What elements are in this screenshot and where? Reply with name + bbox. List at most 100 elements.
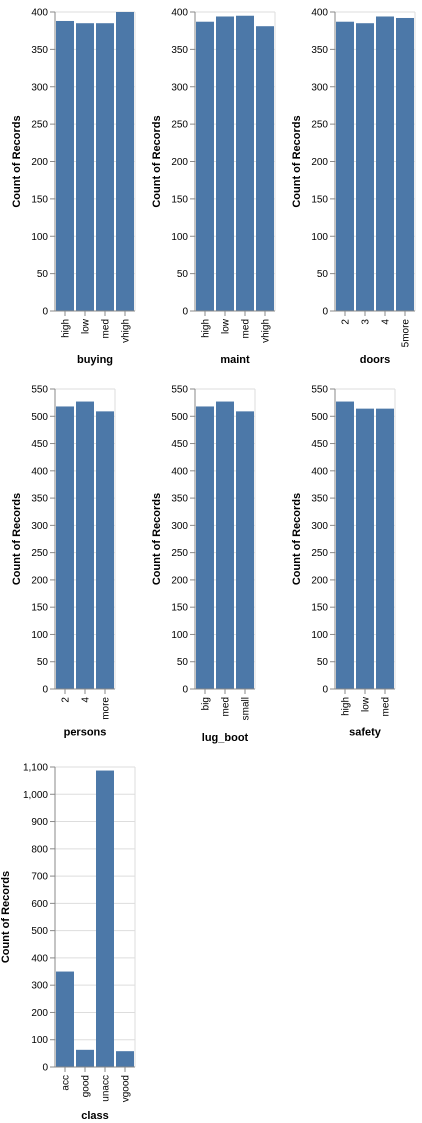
y-tick-label: 400 bbox=[311, 8, 328, 19]
x-tick-label: high bbox=[61, 319, 72, 338]
y-tick-label: 350 bbox=[31, 45, 48, 56]
bar-vhigh bbox=[256, 26, 274, 311]
y-tick-label: 100 bbox=[31, 630, 48, 641]
x-tick-label: 4 bbox=[381, 319, 392, 325]
y-tick-label: 150 bbox=[311, 194, 328, 205]
x-tick-label: 3 bbox=[361, 319, 372, 325]
x-tick-label: high bbox=[201, 319, 212, 338]
y-tick-label: 100 bbox=[31, 1035, 48, 1046]
bar-high bbox=[56, 20, 74, 311]
y-tick-label: 400 bbox=[311, 466, 328, 477]
x-tick-label: low bbox=[361, 696, 372, 712]
x-tick-label: small bbox=[241, 697, 252, 720]
y-tick-label: 300 bbox=[171, 82, 188, 93]
x-tick-label: vhigh bbox=[121, 319, 132, 343]
y-tick-label: 250 bbox=[311, 548, 328, 559]
y-axis-title: Count of Records bbox=[0, 871, 12, 963]
x-tick-label: low bbox=[81, 318, 92, 334]
bar-high bbox=[196, 21, 214, 312]
x-axis-title: persons bbox=[64, 726, 107, 738]
x-tick-label: vgood bbox=[121, 1075, 132, 1102]
bar-2 bbox=[56, 406, 74, 689]
y-axis-title: Count of Records bbox=[151, 115, 163, 207]
chart-persons: 0 50 100 150 200 250 300 350 400 450 500 550 2 4 more p… bbox=[11, 385, 116, 738]
y-tick-label: 400 bbox=[31, 466, 48, 477]
y-tick-label: 300 bbox=[311, 521, 328, 532]
x-tick-label: good bbox=[81, 1075, 92, 1097]
y-tick-label: 100 bbox=[311, 232, 328, 243]
y-tick-label: 50 bbox=[317, 269, 329, 280]
y-tick-label: 50 bbox=[177, 269, 189, 280]
y-tick-label: 50 bbox=[317, 657, 329, 668]
bar-low bbox=[76, 23, 94, 312]
x-tick-label: more bbox=[101, 697, 112, 720]
bar-low bbox=[356, 408, 374, 689]
y-tick-label: 200 bbox=[31, 157, 48, 168]
x-tick-label: vhigh bbox=[261, 319, 272, 343]
bar-4 bbox=[376, 16, 394, 312]
y-tick-label: 450 bbox=[31, 439, 48, 450]
bar-med bbox=[376, 408, 394, 689]
bar-med bbox=[236, 15, 254, 312]
y-tick-label: 200 bbox=[171, 157, 188, 168]
y-tick-label: 0 bbox=[42, 685, 48, 696]
chart-safety: 0 50 100 150 200 250 300 350 400 450 500 550 high low… bbox=[291, 385, 396, 738]
y-tick-label: 300 bbox=[31, 521, 48, 532]
y-tick-label: 200 bbox=[31, 1008, 48, 1019]
y-tick-label: 300 bbox=[171, 521, 188, 532]
x-tick-label: 2 bbox=[341, 319, 352, 325]
x-tick-label: 4 bbox=[81, 697, 92, 703]
y-tick-label: 300 bbox=[311, 82, 328, 93]
bar-unacc bbox=[96, 770, 114, 1067]
bar-more bbox=[96, 411, 114, 689]
chart-class: 0 100 200 300 400 500 600 700 800 900 1,000 1,100 ac… bbox=[0, 763, 136, 1122]
y-tick-label: 300 bbox=[31, 82, 48, 93]
y-tick-label: 200 bbox=[171, 575, 188, 586]
y-tick-label: 100 bbox=[171, 232, 188, 243]
y-tick-label: 300 bbox=[31, 981, 48, 992]
bar-3 bbox=[356, 23, 374, 312]
x-tick-label: med bbox=[221, 697, 232, 716]
chart-lug_boot: 0 50 100 150 200 250 300 350 400 450 500 550 big med s… bbox=[151, 385, 256, 744]
y-axis-title: Count of Records bbox=[11, 493, 23, 585]
y-axis-title: Count of Records bbox=[291, 115, 303, 207]
x-tick-label: big bbox=[201, 697, 212, 710]
y-tick-label: 450 bbox=[171, 439, 188, 450]
bar-5more bbox=[396, 17, 414, 311]
y-tick-label: 0 bbox=[322, 685, 328, 696]
y-tick-label: 50 bbox=[37, 657, 49, 668]
x-axis-title: safety bbox=[349, 726, 382, 738]
y-tick-label: 200 bbox=[311, 157, 328, 168]
y-tick-label: 600 bbox=[31, 899, 48, 910]
bar-good bbox=[76, 1049, 94, 1067]
y-tick-label: 350 bbox=[171, 494, 188, 505]
x-tick-label: med bbox=[241, 319, 252, 338]
y-tick-label: 200 bbox=[311, 575, 328, 586]
y-tick-label: 500 bbox=[311, 412, 328, 423]
y-tick-label: 150 bbox=[171, 603, 188, 614]
x-tick-label: 2 bbox=[61, 697, 72, 703]
bar-high bbox=[336, 401, 354, 689]
y-tick-label: 800 bbox=[31, 844, 48, 855]
y-tick-label: 0 bbox=[322, 307, 328, 318]
y-tick-label: 50 bbox=[37, 269, 49, 280]
y-tick-label: 550 bbox=[31, 385, 48, 396]
x-axis-title: lug_boot bbox=[202, 732, 249, 744]
x-tick-label: high bbox=[341, 697, 352, 716]
y-tick-label: 350 bbox=[311, 45, 328, 56]
y-tick-label: 250 bbox=[31, 548, 48, 559]
x-axis-title: maint bbox=[220, 354, 250, 366]
bar-med bbox=[96, 23, 114, 312]
y-tick-label: 150 bbox=[31, 194, 48, 205]
y-tick-label: 100 bbox=[311, 630, 328, 641]
y-tick-label: 350 bbox=[311, 494, 328, 505]
bar-low bbox=[216, 16, 234, 312]
y-tick-label: 400 bbox=[171, 466, 188, 477]
y-tick-label: 450 bbox=[311, 439, 328, 450]
x-tick-label: acc bbox=[61, 1075, 72, 1091]
y-tick-label: 0 bbox=[42, 1063, 48, 1074]
bar-4 bbox=[76, 401, 94, 689]
y-tick-label: 500 bbox=[31, 926, 48, 937]
chart-buying: 0 50 100 150 200 250 300 350 400 high low med vhighb… bbox=[11, 8, 136, 366]
